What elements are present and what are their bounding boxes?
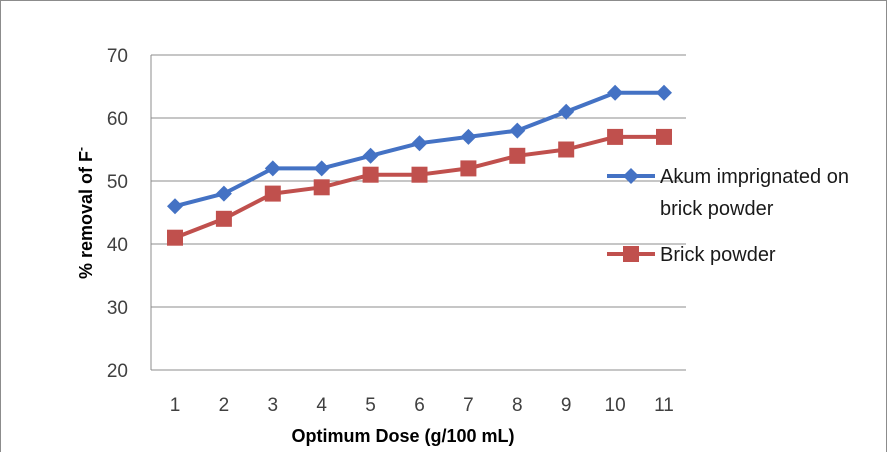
legend-swatch-marker xyxy=(623,168,639,184)
data-point xyxy=(460,128,477,145)
legend: Akum imprignated on brick powder Brick pow… xyxy=(607,166,849,266)
axes xyxy=(150,55,686,371)
y-axis-title: % removal of F- xyxy=(74,147,96,279)
series-line xyxy=(174,134,664,240)
x-tick-label: 1 xyxy=(170,395,181,416)
legend-label: Akum imprignated on xyxy=(660,166,849,188)
y-axis-title-text: % removal of F xyxy=(76,151,96,279)
data-point xyxy=(460,160,477,177)
x-tick-label: 3 xyxy=(268,395,279,416)
data-point xyxy=(656,128,672,145)
legend-label: brick powder xyxy=(660,198,774,220)
x-tick-label: 10 xyxy=(605,395,626,416)
x-tick-label: 11 xyxy=(654,395,674,416)
data-point xyxy=(264,185,281,202)
gridlines xyxy=(151,54,686,308)
y-tick-label: 60 xyxy=(107,109,128,130)
data-point xyxy=(362,147,379,164)
data-point xyxy=(264,160,281,177)
y-tick-label: 40 xyxy=(107,235,128,256)
data-point xyxy=(411,166,428,183)
series-1 xyxy=(167,84,672,215)
x-tick-label: 7 xyxy=(463,395,474,416)
data-point xyxy=(558,141,575,158)
legend-item: Akum imprignated on brick powder xyxy=(607,166,849,220)
data-point xyxy=(558,103,575,120)
x-tick-labels: 1 2 3 4 5 6 7 8 9 10 11 xyxy=(170,395,674,416)
y-tick-label: 70 xyxy=(107,46,128,67)
data-point xyxy=(362,166,379,183)
data-point xyxy=(167,198,183,215)
data-point xyxy=(313,160,330,177)
y-tick-labels: 20 30 40 50 60 70 xyxy=(107,46,128,382)
data-point xyxy=(411,135,428,152)
x-tick-label: 5 xyxy=(365,395,376,416)
x-tick-label: 9 xyxy=(561,395,572,416)
data-point xyxy=(607,84,624,101)
series-2 xyxy=(167,128,672,246)
legend-swatch-marker xyxy=(623,246,639,262)
data-point xyxy=(509,147,526,164)
data-point xyxy=(215,185,232,202)
y-axis-title-superscript: - xyxy=(74,147,88,151)
x-tick-label: 2 xyxy=(219,395,230,416)
series-group xyxy=(167,84,672,246)
data-point xyxy=(656,84,672,101)
y-tick-label: 30 xyxy=(107,298,128,319)
x-tick-label: 6 xyxy=(414,395,425,416)
data-point xyxy=(167,229,183,246)
data-point xyxy=(215,210,232,227)
legend-label: Brick powder xyxy=(660,244,776,266)
legend-item: Brick powder xyxy=(607,244,776,266)
data-point xyxy=(313,179,330,196)
data-point xyxy=(607,128,624,145)
x-tick-label: 4 xyxy=(316,395,327,416)
y-tick-label: 50 xyxy=(107,172,128,193)
data-point xyxy=(509,122,526,139)
x-axis-title: Optimum Dose (g/100 mL) xyxy=(291,426,514,446)
y-tick-label: 20 xyxy=(107,361,128,382)
x-tick-label: 8 xyxy=(512,395,523,416)
